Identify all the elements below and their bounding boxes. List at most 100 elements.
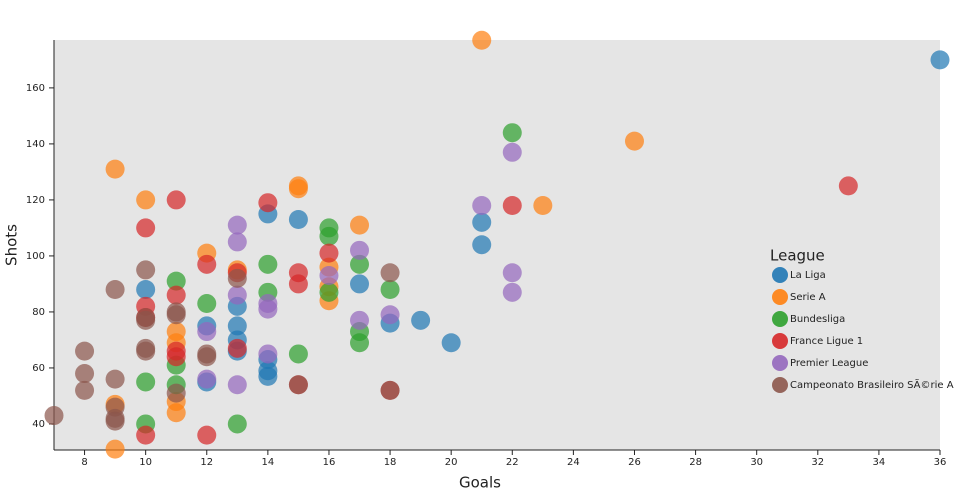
scatter-point (838, 176, 858, 196)
scatter-point (258, 254, 278, 274)
x-tick-label: 14 (261, 457, 274, 468)
scatter-point (258, 344, 278, 364)
scatter-point (166, 383, 186, 403)
scatter-point (319, 243, 339, 263)
scatter-point (350, 310, 370, 330)
y-tick-label: 80 (32, 307, 45, 318)
scatter-point (472, 235, 492, 255)
y-axis-title: Shots (3, 224, 21, 266)
legend-label: Bundesliga (790, 314, 845, 325)
legend-marker (772, 377, 788, 393)
scatter-point (472, 196, 492, 216)
scatter-point (197, 322, 217, 342)
scatter-point (288, 179, 308, 199)
x-tick-label: 34 (873, 457, 886, 468)
scatter-point (227, 375, 247, 395)
scatter-point (502, 123, 522, 143)
scatter-point (166, 305, 186, 325)
scatter-point (319, 266, 339, 286)
scatter-point (227, 338, 247, 358)
scatter-point (105, 280, 125, 300)
scatter-point (166, 271, 186, 291)
legend-marker (772, 267, 788, 283)
x-axis-title: Goals (459, 474, 501, 492)
scatter-point (197, 294, 217, 314)
scatter-point (227, 285, 247, 305)
legend-marker (772, 289, 788, 305)
x-tick-label: 16 (323, 457, 336, 468)
legend-label: Campeonato Brasileiro SÃ©rie A (790, 378, 954, 391)
scatter-point (75, 364, 95, 384)
scatter-point (136, 260, 156, 280)
scatter-point (75, 341, 95, 361)
y-tick-label: 120 (26, 195, 45, 206)
x-tick-label: 30 (750, 457, 763, 468)
x-tick-label: 28 (689, 457, 702, 468)
scatter-point (166, 190, 186, 210)
scatter-point (288, 344, 308, 364)
scatter-point (319, 226, 339, 246)
scatter-point (502, 282, 522, 302)
scatter-point (44, 406, 64, 426)
scatter-point (227, 414, 247, 434)
scatter-point (227, 232, 247, 252)
scatter-point (288, 274, 308, 294)
scatter-point (350, 254, 370, 274)
scatter-point (105, 411, 125, 431)
scatter-point (350, 333, 370, 353)
scatter-point (930, 50, 950, 70)
scatter-point (533, 196, 553, 216)
scatter-point (136, 280, 156, 300)
scatter-point (136, 310, 156, 330)
x-tick-label: 32 (811, 457, 824, 468)
scatter-point (227, 215, 247, 235)
scatter-point (441, 333, 461, 353)
scatter-point (411, 310, 431, 330)
scatter-point (258, 366, 278, 386)
y-tick-label: 140 (26, 139, 45, 150)
scatter-point (166, 403, 186, 423)
x-tick-label: 24 (567, 457, 580, 468)
legend-title: League (770, 247, 825, 265)
scatter-point (380, 380, 400, 400)
y-tick-label: 160 (26, 83, 45, 94)
scatter-point (472, 30, 492, 50)
scatter-point (136, 425, 156, 445)
scatter-point (197, 369, 217, 389)
x-tick-label: 20 (445, 457, 458, 468)
scatter-point (136, 218, 156, 238)
y-tick-label: 60 (32, 363, 45, 374)
scatter-point (258, 193, 278, 213)
scatter-point (624, 131, 644, 151)
scatter-point (288, 210, 308, 230)
legend-marker (772, 355, 788, 371)
scatter-point (380, 280, 400, 300)
legend-label: La Liga (790, 270, 826, 281)
scatter-point (350, 240, 370, 260)
scatter-point (136, 190, 156, 210)
legend-marker (772, 311, 788, 327)
scatter-point (380, 263, 400, 283)
scatter-point (502, 263, 522, 283)
x-tick-label: 18 (384, 457, 397, 468)
legend-marker (772, 333, 788, 349)
scatter-point (227, 316, 247, 336)
scatter-point (227, 268, 247, 288)
x-tick-label: 10 (139, 457, 152, 468)
scatter-point (166, 285, 186, 305)
scatter-point (350, 274, 370, 294)
scatter-point (166, 347, 186, 367)
scatter-point (319, 282, 339, 302)
x-tick-label: 26 (628, 457, 641, 468)
y-tick-label: 100 (26, 251, 45, 262)
scatter-point (105, 439, 125, 459)
scatter-point (136, 341, 156, 361)
scatter-point (380, 305, 400, 325)
scatter-point (350, 215, 370, 235)
scatter-point (75, 380, 95, 400)
x-tick-label: 12 (200, 457, 213, 468)
x-tick-label: 22 (506, 457, 519, 468)
scatter-point (197, 347, 217, 367)
scatter-point (197, 425, 217, 445)
